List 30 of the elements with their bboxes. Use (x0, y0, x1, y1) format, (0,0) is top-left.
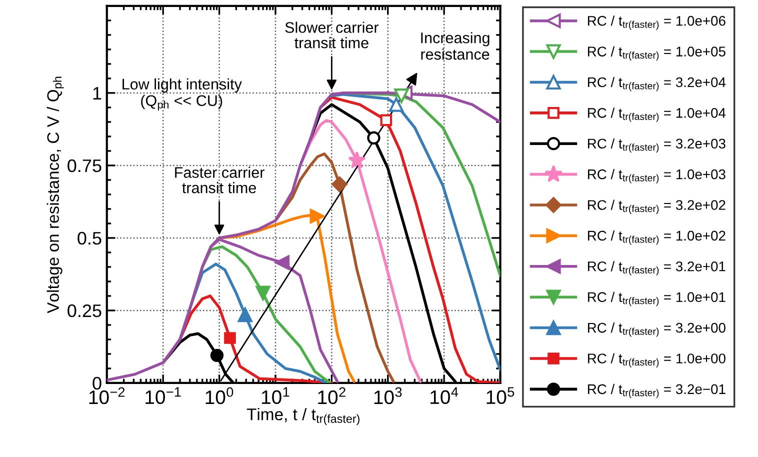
legend-label: RC / t$_{tr(faster)}$ = 1.0e+00 (588, 353, 726, 368)
x-tick-label: 10$^{−1}$ (146, 387, 181, 404)
annotation: Slower carrier transit time (285, 22, 379, 48)
x-tick-label: 10$^{0}$ (206, 387, 234, 404)
y-tick-label: 0.75 (68, 159, 102, 172)
annotation: Increasing resistance (421, 32, 490, 60)
y-tick-label: 1 (93, 87, 102, 100)
legend-label: RC / t$_{tr(faster)}$ = 3.2e+00 (588, 322, 726, 337)
legend-label: RC / t$_{tr(faster)}$ = 1.0e+01 (588, 292, 726, 306)
legend-label: RC / t$_{tr(faster)}$ = 1.0e+05 (588, 46, 726, 61)
x-tick-label: 10$^{3}$ (374, 387, 402, 404)
x-tick-label: 10$^{1}$ (262, 387, 290, 404)
annotation: Faster carrier transit time (175, 166, 264, 194)
legend-label: RC / t$_{tr(faster)}$ = 1.0e+04 (588, 108, 726, 122)
legend-label: RC / t$_{tr(faster)}$ = 3.2e+02 (588, 200, 726, 214)
legend-label: RC / t$_{tr(faster)}$ = 1.0e+03 (588, 169, 726, 184)
x-tick-label: 10$^{4}$ (430, 387, 458, 404)
legend-label: RC / t$_{tr(faster)}$ = 3.2e+03 (588, 138, 726, 153)
x-tick-label: 10$^{2}$ (318, 387, 346, 404)
legend-label: RC / t$_{tr(faster)}$ = 1.0e+06 (588, 16, 726, 30)
legend-label: RC / t$_{tr(faster)}$ = 3.2e−01 (588, 384, 726, 398)
y-tick-label: 0.5 (78, 232, 102, 245)
legend-label: RC / t$_{tr(faster)}$ = 3.2e+04 (588, 76, 726, 92)
annotation: Low light intensity (Q$_{ph}$ << CU) (122, 78, 242, 111)
legend-label: RC / t$_{tr(faster)}$ = 3.2e+01 (588, 261, 726, 276)
x-tick-label: 10$^{5}$ (486, 387, 514, 404)
y-tick-label: 0.25 (68, 304, 102, 318)
x-axis-title: Time, t / t$_{tr(faster)}$ (246, 408, 360, 426)
y-axis-title: Voltage on resistance, C V / Q$_{ph}$ (46, 76, 64, 314)
legend-label: RC / t$_{tr(faster)}$ = 1.0e+02 (588, 230, 726, 245)
